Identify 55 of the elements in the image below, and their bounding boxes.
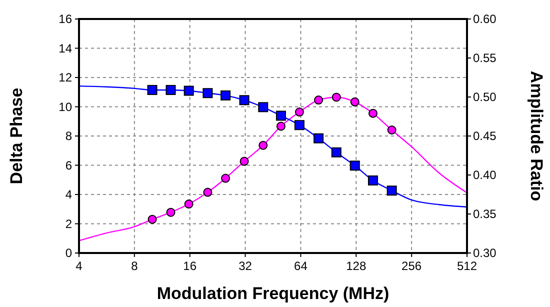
point: [258, 102, 268, 112]
point: [314, 133, 324, 144]
y-tick-label: 10: [58, 100, 72, 114]
point: [386, 186, 397, 196]
y2-tick-label: 0.50: [473, 90, 497, 104]
point: [202, 88, 213, 98]
point: [387, 126, 396, 135]
y-tick-label: 14: [58, 41, 72, 56]
point: [184, 86, 194, 96]
point: [276, 110, 286, 121]
point: [314, 96, 324, 105]
y2-tick-label: 0.35: [473, 207, 497, 221]
x-tick-label: 128: [346, 259, 366, 273]
point: [220, 90, 231, 100]
x-tick-label: 4: [76, 259, 83, 273]
x-tick-label: 32: [238, 259, 252, 273]
point: [368, 108, 378, 118]
point: [184, 200, 194, 209]
point: [166, 84, 176, 95]
y-tick-label: 8: [65, 129, 72, 143]
x-axis-title: Modulation Frequency (MHz): [156, 284, 390, 303]
y-tick-label: 4: [65, 188, 72, 202]
y-tick-label: 0: [65, 246, 72, 260]
x-tick-label: 16: [183, 259, 197, 273]
point: [166, 208, 176, 217]
x-tick-label: 8: [131, 259, 138, 273]
point: [350, 97, 360, 106]
y-tick-label: 12: [58, 70, 72, 84]
y-tick-label: 2: [65, 216, 72, 231]
y2-tick-label: 0.55: [473, 51, 497, 65]
point: [239, 95, 250, 106]
y2-tick-label: 0.60: [473, 12, 497, 26]
y2-tick-label: 0.45: [473, 129, 497, 143]
y2-tick-label: 0.30: [473, 246, 497, 260]
x-tick-label: 512: [456, 259, 478, 273]
y-tick-label: 6: [65, 158, 72, 172]
point: [258, 140, 268, 150]
y-tick-label: 16: [58, 12, 72, 26]
x-tick-label: 64: [294, 259, 308, 273]
y-axis-title: Delta Phase: [7, 88, 26, 184]
point: [294, 108, 304, 117]
point: [221, 174, 230, 183]
point: [276, 122, 286, 131]
point: [240, 156, 249, 166]
point: [147, 84, 158, 95]
point: [350, 160, 360, 171]
point: [294, 120, 304, 130]
point: [148, 214, 157, 224]
y2-axis-title: Amplitude Ratio: [527, 70, 546, 202]
point: [368, 175, 378, 186]
point: [203, 188, 212, 197]
point: [331, 147, 342, 158]
y2-tick-label: 0.40: [473, 168, 497, 182]
x-tick-label: 256: [402, 259, 422, 273]
point: [332, 92, 341, 102]
